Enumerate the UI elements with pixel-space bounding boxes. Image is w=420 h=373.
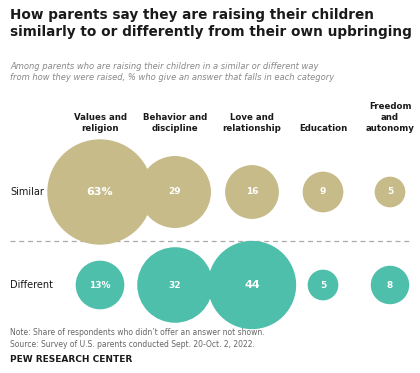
Circle shape	[303, 172, 343, 211]
Text: 32: 32	[169, 280, 181, 289]
Text: Similar: Similar	[10, 187, 44, 197]
Text: 13%: 13%	[89, 280, 111, 289]
Circle shape	[48, 140, 152, 244]
Circle shape	[371, 266, 409, 304]
Text: 9: 9	[320, 188, 326, 197]
Text: 5: 5	[387, 188, 393, 197]
Circle shape	[140, 157, 210, 227]
Circle shape	[209, 242, 295, 329]
Text: Note: Share of respondents who didn’t offer an answer not shown.
Source: Survey : Note: Share of respondents who didn’t of…	[10, 328, 265, 349]
Circle shape	[226, 166, 278, 218]
Text: Different: Different	[10, 280, 53, 290]
Text: 5: 5	[320, 280, 326, 289]
Circle shape	[76, 261, 123, 308]
Circle shape	[308, 270, 338, 300]
Text: 16: 16	[246, 188, 258, 197]
Text: Values and
religion: Values and religion	[74, 113, 126, 133]
Text: PEW RESEARCH CENTER: PEW RESEARCH CENTER	[10, 355, 132, 364]
Text: How parents say they are raising their children
similarly to or differently from: How parents say they are raising their c…	[10, 8, 412, 39]
Text: 29: 29	[169, 188, 181, 197]
Text: 8: 8	[387, 280, 393, 289]
Text: Education: Education	[299, 124, 347, 133]
Text: 44: 44	[244, 280, 260, 290]
Text: Among parents who are raising their children in a similar or different way
from : Among parents who are raising their chil…	[10, 62, 334, 82]
Text: Freedom
and
autonomy: Freedom and autonomy	[365, 102, 415, 133]
Text: Behavior and
discipline: Behavior and discipline	[143, 113, 207, 133]
Text: 63%: 63%	[87, 187, 113, 197]
Circle shape	[375, 177, 404, 207]
Circle shape	[138, 248, 212, 322]
Text: Love and
relationship: Love and relationship	[223, 113, 281, 133]
